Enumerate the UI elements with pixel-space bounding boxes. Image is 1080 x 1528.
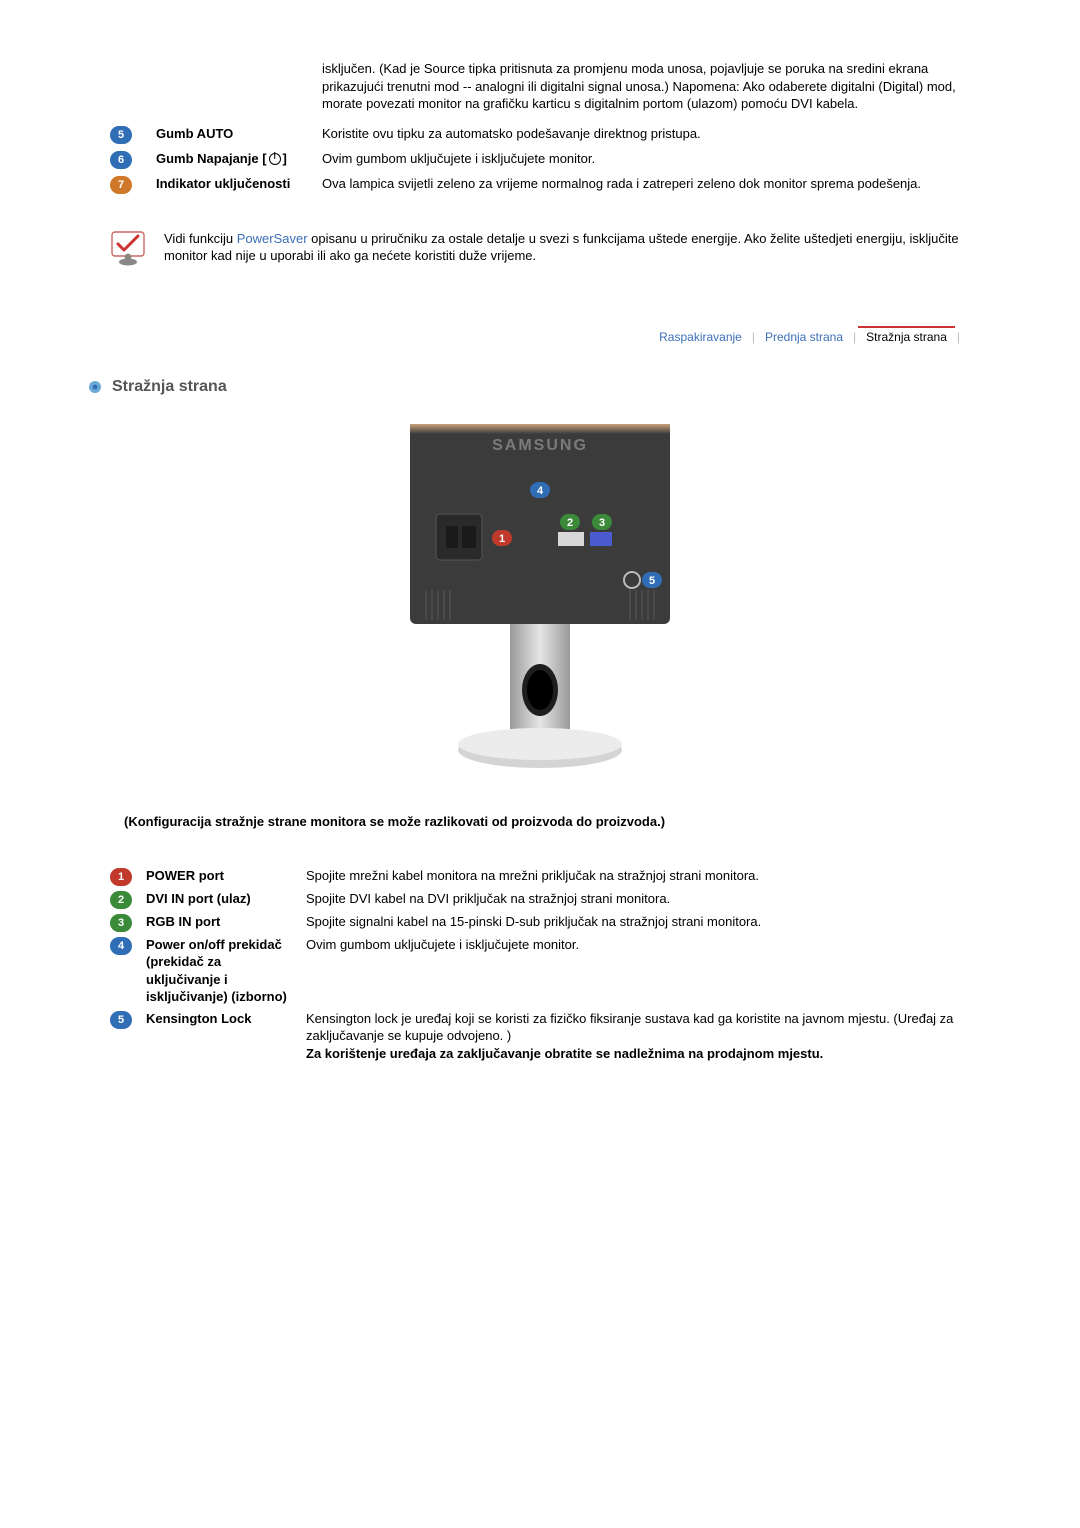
item-label: DVI IN port (ulaz) [146,890,306,908]
bullet-icon [88,380,102,394]
powersaver-note: Vidi funkciju PowerSaver opisanu u priru… [110,230,970,266]
svg-text:1: 1 [499,533,505,545]
svg-text:2: 2 [567,517,573,529]
tab-stražnja-strana[interactable]: Stražnja strana [858,326,955,348]
item-description: Ovim gumbom uključujete i isključujete m… [306,936,970,954]
badge-3-icon: 3 [110,914,132,932]
item-label: RGB IN port [146,913,306,931]
tab-raspakiravanje[interactable]: Raspakiravanje [651,327,750,348]
tab-prednja-strana[interactable]: Prednja strana [757,327,851,348]
front-item: 5 Gumb AUTOKoristite ovu tipku za automat… [110,125,970,144]
back-item: 4 Power on/off prekidač (prekidač za uklj… [110,936,970,1006]
tab-separator: | [750,330,757,344]
item-description: Spojite DVI kabel na DVI priključak na s… [306,890,970,908]
item-label: Kensington Lock [146,1010,306,1028]
back-ports-list: 1 POWER portSpojite mrežni kabel monitora… [110,867,970,1063]
back-item: 1 POWER portSpojite mrežni kabel monitora… [110,867,970,886]
item-label: Power on/off prekidač (prekidač za uklju… [146,936,306,1006]
back-item: 3 RGB IN portSpojite signalni kabel na 15… [110,913,970,932]
badge-7-icon: 7 [110,176,132,194]
section-tabs: Raspakiravanje|Prednja strana|Stražnja s… [110,326,970,348]
badge-2-icon: 2 [110,891,132,909]
source-button-description-continued: isključen. (Kad je Source tipka pritisnu… [322,60,970,113]
svg-text:SAMSUNG: SAMSUNG [492,437,588,454]
power-icon [269,153,281,165]
back-item: 2 DVI IN port (ulaz)Spojite DVI kabel na … [110,890,970,909]
item-description: Koristite ovu tipku za automatsko podeša… [322,125,970,143]
powersaver-link[interactable]: PowerSaver [237,231,308,246]
badge-6-icon: 6 [110,151,132,169]
kensington-extra: Za korištenje uređaja za zaključavanje o… [306,1046,823,1061]
tab-separator: | [851,330,858,344]
front-item: 6 Gumb Napajanje []Ovim gumbom uključujet… [110,150,970,169]
front-item: 7 Indikator uključenostiOva lampica svije… [110,175,970,194]
badge-5-icon: 5 [110,126,132,144]
item-label: Gumb AUTO [156,125,322,143]
monitor-back-figure: SAMSUNG 1 2 3 4 5 [110,410,970,790]
badge-4-icon: 4 [110,937,132,955]
front-controls-list: 5 Gumb AUTOKoristite ovu tipku za automat… [110,125,970,194]
item-label: POWER port [146,867,306,885]
section-heading: Stražnja strana [112,378,227,396]
item-label: Gumb Napajanje [] [156,150,322,168]
config-note: (Konfiguracija stražnje strane monitora … [110,814,970,829]
section-heading-row: Stražnja strana [110,378,970,396]
badge-5-icon: 5 [110,1011,132,1029]
note-icon [110,230,146,266]
item-description: Spojite mrežni kabel monitora na mrežni … [306,867,970,885]
svg-text:4: 4 [537,485,544,497]
item-description: Spojite signalni kabel na 15-pinski D-su… [306,913,970,931]
svg-text:5: 5 [649,575,655,587]
badge-1-icon: 1 [110,868,132,886]
item-description: Kensington lock je uređaj koji se korist… [306,1010,970,1063]
tab-separator: | [955,330,962,344]
item-label: Indikator uključenosti [156,175,322,193]
svg-text:3: 3 [599,517,605,529]
item-description: Ovim gumbom uključujete i isključujete m… [322,150,970,168]
note-text: Vidi funkciju PowerSaver opisanu u priru… [164,230,970,265]
back-item: 5 Kensington LockKensington lock je uređa… [110,1010,970,1063]
item-description: Ova lampica svijetli zeleno za vrijeme n… [322,175,970,193]
